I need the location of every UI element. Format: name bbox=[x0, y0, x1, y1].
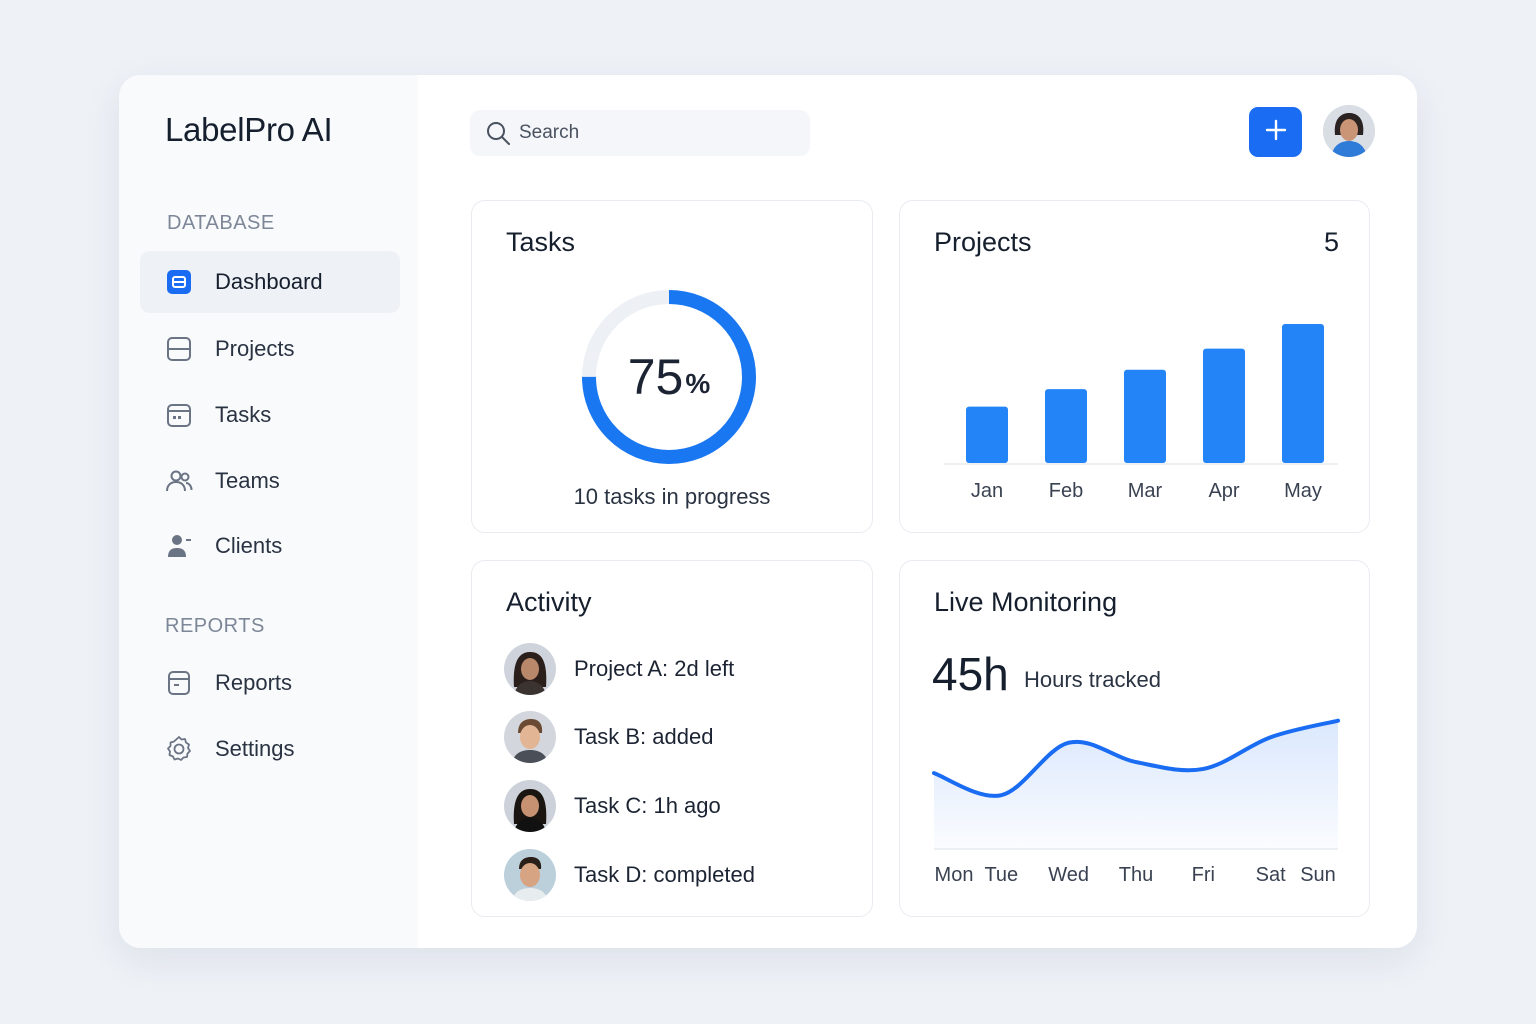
search-input[interactable] bbox=[519, 122, 799, 144]
bar-chart-tick-label: Apr bbox=[1208, 480, 1239, 502]
sidebar-item-label: Teams bbox=[215, 468, 280, 493]
bar-chart-tick-label: May bbox=[1284, 480, 1322, 502]
bar-mar[interactable] bbox=[1124, 369, 1166, 463]
search-bar[interactable] bbox=[470, 110, 810, 156]
tasks-percent-value: 75 bbox=[627, 349, 684, 405]
sidebar-item-label: Reports bbox=[215, 670, 293, 695]
line-chart-tick-label: Fri bbox=[1192, 864, 1215, 886]
gear-icon bbox=[165, 735, 193, 763]
projects-bar-chart: Jan Feb Mar Apr May bbox=[944, 323, 1338, 502]
sidebar-item-teams[interactable]: Teams bbox=[140, 450, 400, 512]
tasks-title: Tasks bbox=[506, 227, 576, 257]
hours-tracked-label: Hours tracked bbox=[1024, 667, 1161, 692]
hours-tracked-value: 45h bbox=[932, 648, 1009, 700]
activity-item[interactable]: Task C: 1h ago bbox=[504, 780, 721, 832]
bar-chart-tick-label: Mar bbox=[1128, 480, 1163, 502]
calendar-icon bbox=[165, 401, 193, 429]
projects-title: Projects bbox=[934, 227, 1032, 257]
sidebar-item-clients[interactable]: Clients bbox=[140, 515, 400, 577]
sidebar-item-label: Clients bbox=[215, 533, 283, 558]
sidebar-item-dashboard[interactable]: Dashboard bbox=[140, 251, 400, 313]
tasks-progress-ring: 75% bbox=[579, 287, 759, 467]
sidebar-item-reports[interactable]: Reports bbox=[140, 652, 400, 714]
plus-icon bbox=[1265, 119, 1287, 146]
hours-line-chart: Mon Tue Wed Thu Fri Sat Sun bbox=[932, 718, 1340, 886]
bar-chart-tick-label: Feb bbox=[1049, 480, 1083, 502]
dashboard-icon bbox=[165, 268, 193, 296]
bar-may[interactable] bbox=[1282, 323, 1324, 463]
line-chart-tick-label: Sat bbox=[1256, 864, 1286, 886]
area-fill bbox=[934, 720, 1338, 849]
bar-apr[interactable] bbox=[1203, 348, 1245, 463]
avatar bbox=[504, 643, 556, 695]
sidebar-item-label: Projects bbox=[215, 336, 295, 361]
app-window: LabelPro AI DATABASE Dashboard Projects … bbox=[119, 75, 1417, 948]
hours-series-line bbox=[932, 718, 1340, 798]
avatar bbox=[504, 711, 556, 763]
line-chart-tick-label: Tue bbox=[984, 864, 1018, 886]
sidebar-item-label: Tasks bbox=[215, 402, 272, 427]
activity-item[interactable]: Task D: completed bbox=[504, 849, 755, 901]
sidebar-item-projects[interactable]: Projects bbox=[140, 318, 400, 380]
tasks-card: Tasks 75% 10 tasks in progress bbox=[471, 200, 873, 533]
line-chart-tick-label: Thu bbox=[1119, 864, 1153, 886]
live-monitoring-title: Live Monitoring bbox=[934, 587, 1118, 617]
bar-jan[interactable] bbox=[966, 406, 1008, 463]
section-label-reports: REPORTS bbox=[165, 615, 265, 637]
activity-item[interactable]: Project A: 2d left bbox=[504, 643, 734, 695]
bar-chart-tick-label: Jan bbox=[971, 480, 1003, 502]
sidebar-item-settings[interactable]: Settings bbox=[140, 718, 400, 780]
avatar bbox=[504, 780, 556, 832]
tasks-percent-sign: % bbox=[685, 368, 711, 399]
activity-title: Activity bbox=[506, 587, 592, 617]
user-avatar[interactable] bbox=[1323, 105, 1375, 157]
sidebar-item-tasks[interactable]: Tasks bbox=[140, 384, 400, 446]
sidebar: LabelPro AI DATABASE Dashboard Projects … bbox=[119, 75, 418, 948]
activity-text: Project A: 2d left bbox=[574, 656, 735, 681]
line-chart-tick-label: Sun bbox=[1300, 864, 1336, 886]
search-icon bbox=[485, 120, 511, 146]
add-button[interactable] bbox=[1249, 107, 1302, 157]
projects-count: 5 bbox=[1323, 227, 1339, 257]
avatar bbox=[504, 849, 556, 901]
projects-icon bbox=[165, 335, 193, 363]
teams-icon bbox=[165, 467, 193, 495]
client-icon bbox=[165, 532, 193, 560]
projects-card: Projects 5 Jan Feb Mar Apr May bbox=[899, 200, 1370, 533]
activity-item[interactable]: Task B: added bbox=[504, 711, 713, 763]
progress-ring-fill bbox=[582, 290, 756, 464]
activity-text: Task D: completed bbox=[574, 862, 755, 887]
line-chart-tick-label: Wed bbox=[1048, 864, 1089, 886]
sidebar-item-label: Dashboard bbox=[215, 269, 323, 294]
report-icon bbox=[165, 669, 193, 697]
line-chart-tick-label: Mon bbox=[935, 864, 974, 886]
activity-text: Task C: 1h ago bbox=[574, 793, 721, 818]
app-title: LabelPro AI bbox=[165, 111, 333, 148]
activity-text: Task B: added bbox=[574, 724, 714, 749]
live-monitoring-card: Live Monitoring 45h Hours tracked Mon Tue… bbox=[899, 560, 1370, 917]
activity-card: Activity Project A: 2d left Task B: adde… bbox=[471, 560, 873, 917]
bar-feb[interactable] bbox=[1045, 389, 1087, 463]
section-label-database: DATABASE bbox=[167, 212, 275, 234]
sidebar-item-label: Settings bbox=[215, 736, 295, 761]
tasks-subtitle: 10 tasks in progress bbox=[573, 484, 771, 509]
